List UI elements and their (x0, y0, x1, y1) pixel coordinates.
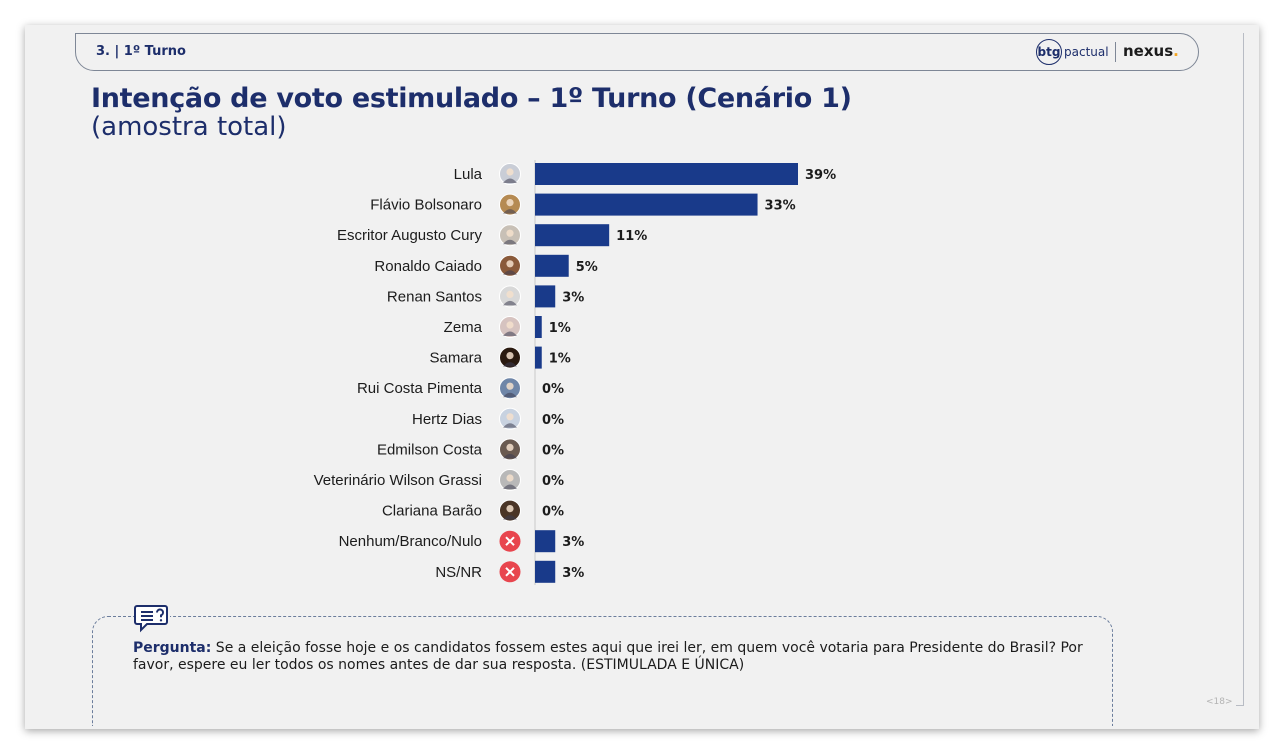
category-label: Clariana Barão (382, 503, 482, 520)
bar (535, 530, 556, 553)
value-label: 0% (542, 505, 564, 520)
candidate-photo-icon (499, 377, 521, 400)
page-title: Intenção de voto estimulado – 1º Turno (… (91, 83, 852, 114)
value-label: 1% (549, 352, 571, 367)
category-label: NS/NR (435, 564, 482, 581)
section-label: 3. | 1º Turno (96, 44, 186, 59)
nexus-logo: nexus. (1123, 42, 1179, 60)
frame-line (1236, 705, 1244, 706)
value-label: 3% (562, 535, 584, 550)
bar (535, 193, 758, 216)
value-label: 0% (542, 474, 564, 489)
logo-divider (1115, 42, 1116, 62)
value-label: 3% (562, 566, 584, 581)
value-label: 33% (765, 199, 796, 214)
candidate-photo-icon (499, 316, 521, 338)
value-label: 11% (616, 229, 647, 244)
bar (535, 316, 542, 338)
question-box (92, 616, 1113, 726)
value-label: 0% (542, 382, 564, 397)
question-chat-icon (134, 603, 170, 633)
category-label: Zema (444, 319, 483, 336)
page-subtitle: (amostra total) (91, 112, 287, 142)
candidate-photo-icon (499, 193, 521, 216)
value-label: 3% (562, 290, 584, 305)
category-label: Ronaldo Caiado (374, 258, 482, 275)
candidate-photo-icon (499, 499, 521, 522)
btg-pactual-logo: btg pactual (1036, 39, 1109, 65)
x-circle-icon (499, 561, 521, 583)
candidate-photo-icon (499, 346, 521, 369)
candidate-photo-icon (499, 224, 521, 247)
value-label: 0% (542, 413, 564, 428)
bar (535, 224, 610, 247)
value-label: 0% (542, 443, 564, 458)
category-label: Escritor Augusto Cury (337, 227, 483, 244)
candidate-photo-icon (499, 438, 521, 461)
x-circle-icon (499, 530, 521, 552)
category-label: Rui Costa Pimenta (357, 380, 483, 397)
category-label: Nenhum/Branco/Nulo (339, 533, 482, 550)
candidate-photo-icon (499, 469, 521, 491)
bar (535, 163, 798, 185)
bar (535, 254, 569, 277)
category-label: Lula (454, 166, 483, 183)
slide-background (25, 25, 1259, 729)
category-label: Flávio Bolsonaro (370, 197, 482, 214)
candidate-photo-icon (499, 285, 521, 308)
nexus-logo-dot: . (1173, 42, 1179, 60)
candidate-photo-icon (499, 407, 521, 430)
candidate-photo-icon (499, 254, 521, 277)
question-body: Se a eleição fosse hoje e os candidatos … (133, 640, 1083, 673)
btg-logo-suffix: pactual (1064, 45, 1109, 59)
candidate-photo-icon (499, 163, 521, 185)
value-label: 1% (549, 321, 571, 336)
bar (535, 285, 556, 308)
bar (535, 346, 542, 369)
category-label: Edmilson Costa (377, 441, 483, 458)
value-label: 39% (805, 168, 836, 183)
category-label: Renan Santos (387, 288, 482, 305)
bar (535, 560, 556, 583)
value-label: 5% (576, 260, 598, 275)
category-label: Hertz Dias (412, 411, 482, 428)
nexus-logo-text: nexus (1123, 42, 1174, 60)
question-label: Pergunta: (133, 640, 212, 656)
frame-line (1243, 33, 1244, 705)
page-number: <18> (1206, 697, 1233, 707)
category-label: Samara (429, 350, 482, 367)
btg-logo-mark: btg (1036, 39, 1062, 65)
header-bar (75, 33, 1199, 71)
category-label: Veterinário Wilson Grassi (314, 472, 482, 489)
question-text: Pergunta: Se a eleição fosse hoje e os c… (133, 640, 1098, 674)
